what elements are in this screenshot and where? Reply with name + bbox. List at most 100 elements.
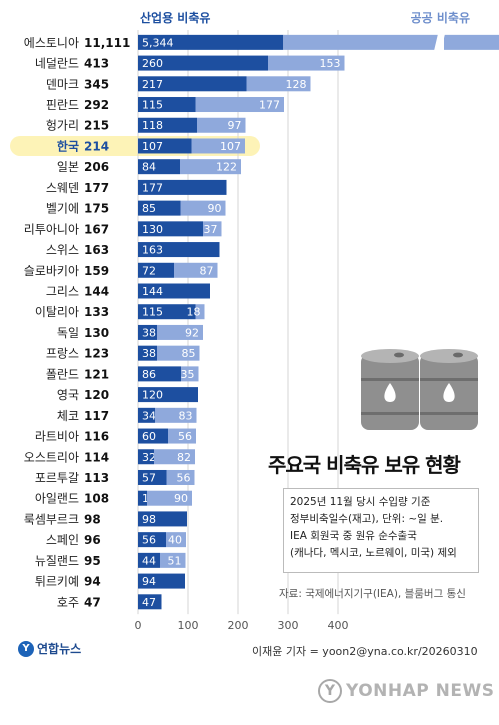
bar-public [155, 407, 197, 423]
value-label-public: 122 [216, 161, 237, 174]
bar-public [160, 552, 186, 568]
value-label-public: 83 [179, 409, 193, 422]
value-label-public: 40 [168, 534, 182, 547]
value-label-industrial: 217 [142, 78, 163, 91]
bar-industrial [138, 594, 162, 610]
country-label: 벨기에 [46, 202, 79, 216]
value-label-industrial: 118 [142, 119, 163, 132]
value-label-industrial: 84 [142, 161, 156, 174]
value-label-public: 90 [208, 202, 222, 215]
value-label-public: 56 [177, 471, 191, 484]
country-label: 체코 [57, 409, 79, 423]
value-label-industrial: 98 [142, 513, 156, 526]
country-label: 그리스 [46, 285, 79, 299]
x-tick-label: 400 [328, 619, 349, 632]
country-label: 아일랜드 [35, 492, 79, 506]
country-label: 튀르키예 [35, 575, 79, 589]
x-tick-label: 0 [135, 619, 142, 632]
bar-public [246, 76, 311, 92]
value-label-industrial: 115 [142, 306, 163, 319]
bar-industrial [138, 511, 187, 527]
total-label: 214 [84, 139, 109, 153]
yonhap-logo: Y 연합뉴스 [18, 640, 81, 657]
value-label-industrial: 260 [142, 57, 163, 70]
bar-public [195, 97, 284, 113]
legend-public: 공공 비축유 [411, 10, 470, 25]
bar-industrial [138, 428, 168, 444]
note-line: 정부비축일수(재고), 단위: ~일 분. [290, 513, 444, 525]
value-label-industrial: 38 [142, 347, 156, 360]
bar-industrial [138, 324, 157, 340]
bar-public [157, 324, 203, 340]
country-label: 한국 [57, 138, 79, 153]
bar-industrial [138, 55, 268, 71]
total-label: 98 [84, 512, 101, 526]
bar-industrial [138, 262, 174, 278]
value-label-public: 177 [259, 99, 280, 112]
total-label: 123 [84, 347, 109, 361]
country-label: 독일 [57, 326, 79, 340]
total-label: 47 [84, 595, 101, 609]
barrel-ring [361, 412, 419, 415]
value-label-public: 85 [182, 347, 196, 360]
value-label-public: 92 [185, 326, 199, 339]
value-label-industrial: 86 [142, 368, 156, 381]
bar-industrial [138, 469, 167, 485]
axis-break-mark [434, 33, 445, 51]
bar-industrial [138, 573, 185, 589]
bar-industrial [138, 304, 196, 320]
value-label-public: 128 [286, 78, 307, 91]
note-line: IEA 회원국 중 원유 순수출국 [290, 530, 417, 542]
country-label: 프랑스 [46, 347, 79, 361]
country-label: 오스트리아 [24, 450, 79, 464]
bar-industrial [138, 552, 160, 568]
value-label-public: 90 [174, 492, 188, 505]
bar-industrial [138, 200, 181, 216]
total-label: 175 [84, 202, 109, 216]
bar-public-continued [444, 34, 499, 50]
bar-industrial [138, 490, 147, 506]
note-line: (캐나다, 멕시코, 노르웨이, 미국) 제외 [290, 547, 457, 559]
bar-public [180, 159, 241, 175]
total-label: 206 [84, 160, 109, 174]
country-label: 영국 [57, 388, 79, 402]
value-label-industrial: 5,344 [142, 36, 174, 49]
bar-industrial [138, 366, 181, 382]
bar-industrial [138, 76, 247, 92]
bar-industrial [138, 117, 197, 133]
total-label: 159 [84, 264, 109, 278]
total-label: 108 [84, 492, 109, 506]
value-label-industrial: 72 [142, 264, 156, 277]
value-label-industrial: 34 [142, 409, 156, 422]
country-label: 이탈리아 [35, 305, 79, 319]
bar-public [203, 221, 222, 237]
x-tick-label: 300 [278, 619, 299, 632]
bar-industrial [138, 283, 210, 299]
bar-public [166, 469, 195, 485]
value-label-public: 153 [320, 57, 341, 70]
total-label: 133 [84, 305, 109, 319]
value-label-public: 56 [178, 430, 192, 443]
bar-industrial [138, 407, 155, 423]
logo-mark-icon: Y [18, 640, 34, 657]
total-label: 117 [84, 409, 109, 423]
bar-industrial [138, 449, 154, 465]
value-label-industrial: 47 [142, 596, 156, 609]
value-label-industrial: 57 [142, 471, 156, 484]
x-tick-label: 100 [178, 619, 199, 632]
value-label-public: 82 [177, 451, 191, 464]
value-label-industrial: 85 [142, 202, 156, 215]
bar-industrial [138, 532, 166, 548]
country-label: 헝가리 [46, 119, 79, 133]
country-label: 룩셈부르크 [24, 512, 79, 526]
total-label: 413 [84, 57, 109, 71]
bar-industrial [138, 221, 203, 237]
byline: 이재윤 기자 = yoon2@yna.co.kr/20260310 [252, 645, 478, 658]
country-label: 스페인 [46, 533, 79, 547]
total-label: 11,111 [84, 36, 130, 50]
bar-industrial [138, 179, 227, 195]
value-label-public: 51 [168, 554, 182, 567]
value-label-public: 87 [200, 264, 214, 277]
watermark: Y YONHAP NEWS [318, 679, 494, 703]
